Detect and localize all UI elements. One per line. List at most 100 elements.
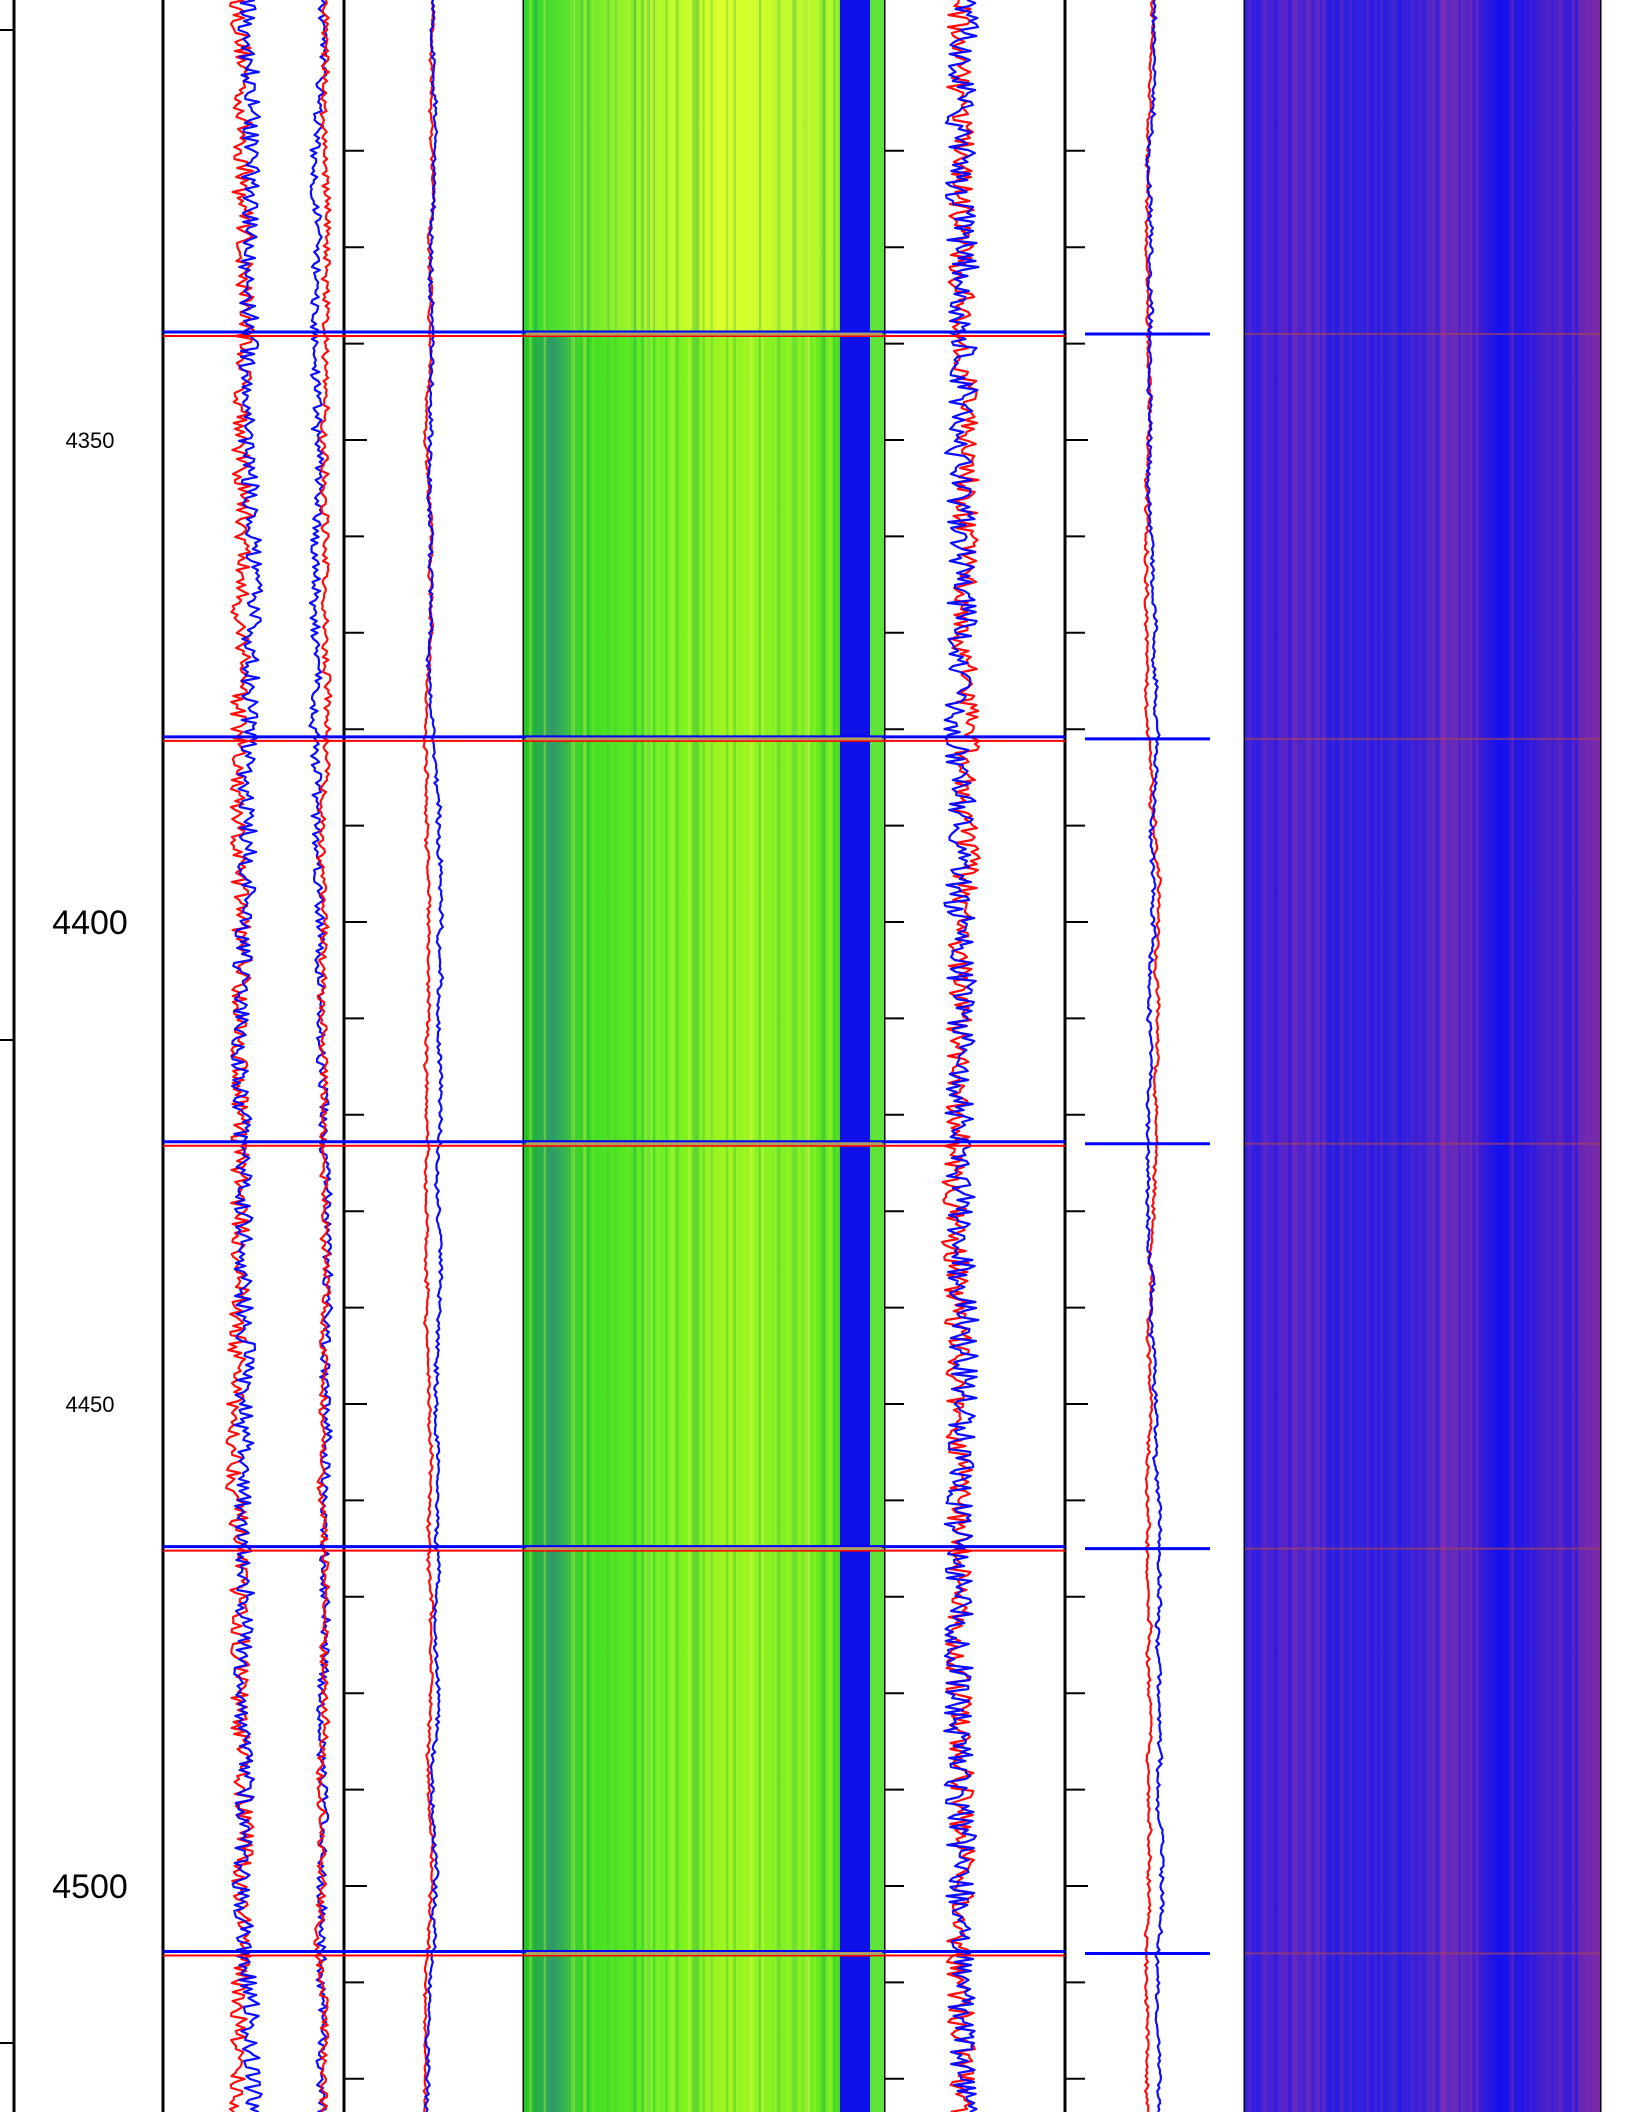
- image-striation: [630, 0, 633, 2112]
- image-striation: [729, 0, 732, 2112]
- image-striation: [640, 0, 643, 2112]
- image-striation: [776, 0, 781, 2112]
- image-striation: [825, 0, 829, 2112]
- image-striation: [1507, 0, 1512, 2112]
- image-striation: [786, 0, 790, 2112]
- depth-labels: 4350 4400 4450 4500: [52, 428, 128, 1906]
- image-striation: [753, 0, 755, 2112]
- image-striation: [534, 0, 537, 2112]
- image-striation: [822, 0, 825, 2112]
- image-striation: [733, 0, 736, 2112]
- image-striation: [572, 0, 574, 2112]
- image-track-purple: [1245, 0, 1600, 2112]
- image-striation: [1441, 0, 1444, 2112]
- image-striation: [837, 0, 840, 2112]
- image-striation: [1248, 0, 1251, 2112]
- image-striation: [633, 0, 636, 2112]
- image-striation: [1287, 0, 1292, 2112]
- image-striation: [1322, 0, 1326, 2112]
- image-striation: [1292, 0, 1298, 2112]
- image-track-green: [524, 333, 884, 2112]
- image-striation: [1410, 0, 1413, 2112]
- image-striation: [797, 0, 802, 2112]
- image-striation: [1273, 0, 1278, 2112]
- image-striation: [1434, 0, 1440, 2112]
- image-striation: [822, 0, 826, 2112]
- image-striation: [634, 0, 637, 2112]
- image-striation: [1327, 0, 1331, 2112]
- image-striation: [642, 0, 645, 2112]
- image-striation: [1340, 0, 1344, 2112]
- image-striation: [608, 0, 610, 2112]
- image-striation: [1433, 0, 1436, 2112]
- image-striation: [534, 0, 539, 2112]
- image-striation: [1349, 0, 1352, 2112]
- image-striation: [1418, 0, 1422, 2112]
- track1-curve-3: [313, 0, 333, 2112]
- image-striation: [581, 0, 586, 2112]
- image-striation: [1364, 0, 1368, 2112]
- image-track-blue-band: [840, 0, 870, 2112]
- image-striation: [583, 0, 587, 2112]
- image-striation: [803, 0, 807, 2112]
- image-striation: [670, 0, 675, 2112]
- image-striation: [1533, 0, 1536, 2112]
- image-striation: [696, 0, 700, 2112]
- depth-label-4400: 4400: [52, 904, 128, 942]
- image-striation: [710, 0, 713, 2112]
- image-striation: [747, 0, 751, 2112]
- image-striation: [1553, 0, 1555, 2112]
- image-striation: [829, 0, 831, 2112]
- image-striation: [1440, 0, 1446, 2112]
- image-striation: [1306, 0, 1312, 2112]
- image-striation: [1526, 0, 1529, 2112]
- image-striation: [646, 0, 651, 2112]
- image-striation: [614, 0, 617, 2112]
- image-striation: [687, 0, 691, 2112]
- image-striation: [1290, 0, 1293, 2112]
- image-striation: [758, 0, 762, 2112]
- image-striation: [750, 0, 754, 2112]
- image-striation: [1383, 0, 1389, 2112]
- image-striation: [691, 0, 696, 2112]
- image-striation: [803, 0, 807, 2112]
- track2-curve-1: [424, 0, 445, 2112]
- image-striation: [1573, 0, 1578, 2112]
- image-striation: [1404, 0, 1406, 2112]
- image-striation: [1369, 0, 1374, 2112]
- image-striation: [833, 0, 836, 2112]
- image-striation: [806, 0, 809, 2112]
- track5-curve-0: [1143, 0, 1163, 2112]
- image-striation: [1551, 0, 1557, 2112]
- image-striation: [1469, 0, 1473, 2112]
- image-striation: [1366, 0, 1371, 2112]
- image-striation: [1287, 0, 1292, 2112]
- image-striation: [1413, 0, 1419, 2112]
- image-tracks: [524, 0, 1600, 2112]
- image-striation: [1458, 0, 1461, 2112]
- image-striation: [1552, 0, 1554, 2112]
- image-striation: [1368, 0, 1374, 2112]
- image-striation: [1352, 0, 1354, 2112]
- image-striation: [1378, 0, 1381, 2112]
- image-striation: [582, 0, 585, 2112]
- image-striation: [1495, 0, 1501, 2112]
- image-striation: [1442, 0, 1446, 2112]
- image-striation: [647, 0, 652, 2112]
- image-striation: [805, 0, 810, 2112]
- image-striation: [792, 0, 795, 2112]
- image-striation: [1334, 0, 1338, 2112]
- image-striation: [1262, 0, 1268, 2112]
- image-striation: [545, 0, 547, 2112]
- image-striation: [1380, 0, 1382, 2112]
- image-striation: [793, 0, 797, 2112]
- image-striation: [792, 0, 797, 2112]
- curve-tracks: [225, 0, 1165, 2112]
- image-striation: [653, 0, 655, 2112]
- depth-label-4500: 4500: [52, 1868, 128, 1906]
- image-striation: [1475, 0, 1479, 2112]
- image-striation: [760, 0, 764, 2112]
- joint-events: [163, 330, 1600, 1957]
- image-striation: [807, 0, 811, 2112]
- image-striation: [702, 0, 705, 2112]
